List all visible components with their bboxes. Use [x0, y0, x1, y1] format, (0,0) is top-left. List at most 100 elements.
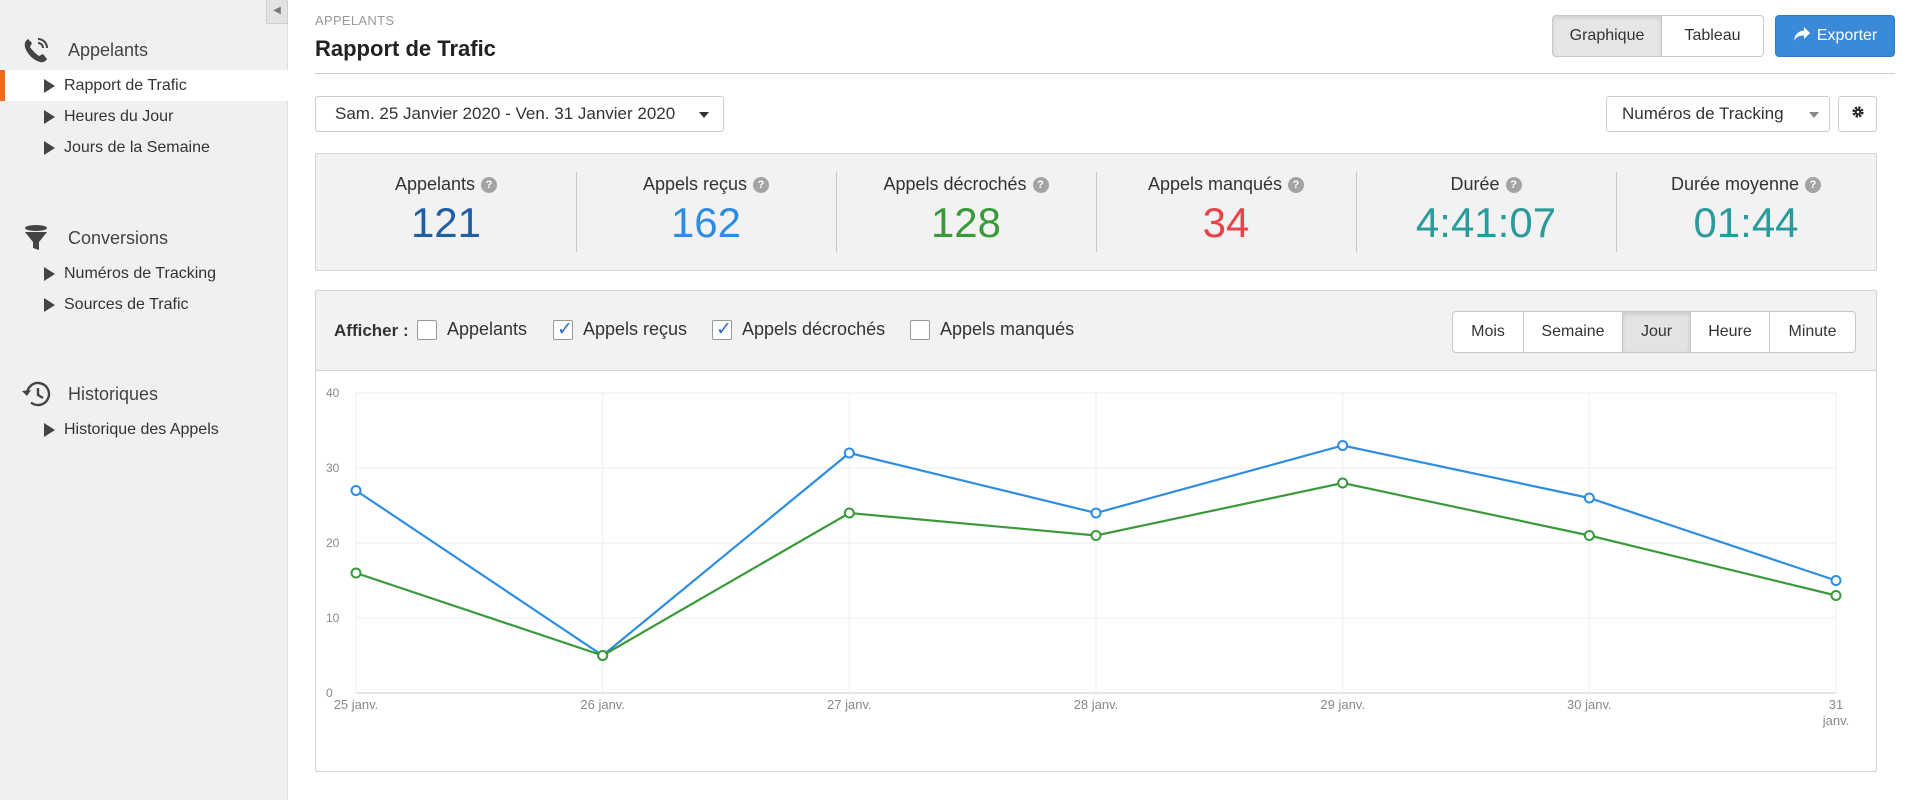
granularity-group: Mois Semaine Jour Heure Minute — [1452, 311, 1856, 353]
stat-appels-recus: Appels reçus? 162 — [576, 154, 836, 270]
toggle-appelants[interactable]: Appelants — [417, 319, 527, 340]
sidebar-item-sources-de-trafic[interactable]: Sources de Trafic — [0, 289, 288, 320]
stat-label: Appels reçus — [642, 174, 748, 194]
nav-header-appelants[interactable]: Appelants — [0, 30, 288, 70]
funnel-icon — [20, 222, 52, 254]
y-tick-label: 40 — [326, 386, 340, 400]
stat-value: 34 — [1202, 199, 1250, 246]
y-tick-label: 0 — [326, 686, 333, 700]
checkbox[interactable] — [553, 318, 573, 341]
sidebar-item-label: Numéros de Tracking — [64, 264, 217, 282]
sidebar-item-rapport-de-trafic[interactable]: Rapport de Trafic — [0, 70, 288, 101]
y-tick-label: 30 — [326, 461, 340, 475]
help-icon[interactable]: ? — [481, 176, 498, 193]
x-tick-label: 31 janv. — [1822, 697, 1850, 728]
export-button[interactable]: Exporter — [1775, 15, 1895, 57]
granularity-minute[interactable]: Minute — [1769, 311, 1856, 353]
sidebar-item-heures-du-jour[interactable]: Heures du Jour — [0, 101, 288, 132]
series-option-label: Appelants — [447, 319, 528, 339]
page-title: Rapport de Trafic — [315, 36, 496, 61]
data-point — [597, 650, 609, 661]
sidebar-item-label: Jours de la Semaine — [64, 138, 210, 156]
granularity-heure[interactable]: Heure — [1690, 311, 1770, 353]
series-option-label: Appels reçus — [583, 319, 688, 339]
help-icon[interactable]: ? — [1805, 176, 1822, 193]
stat-value: 162 — [670, 199, 742, 246]
triangle-right-icon — [44, 78, 55, 93]
stat-duree-moyenne: Durée moyenne? 01:44 — [1616, 154, 1876, 270]
stat-appels-decroches: Appels décrochés? 128 — [836, 154, 1096, 270]
show-label: Afficher : — [334, 321, 409, 340]
stat-value: 01:44 — [1693, 199, 1799, 246]
granularity-mois[interactable]: Mois — [1452, 311, 1524, 353]
nav-section-conversions: Conversions Numéros de Tracking Sources … — [0, 218, 288, 320]
granularity-semaine[interactable]: Semaine — [1523, 311, 1623, 353]
sidebar-item-historique-des-appels[interactable]: Historique des Appels — [0, 414, 288, 445]
x-tick-label: 26 janv. — [580, 697, 625, 712]
gear-icon — [1851, 105, 1865, 124]
data-point — [843, 507, 855, 519]
nav-header-conversions[interactable]: Conversions — [0, 218, 288, 258]
view-toggle: Graphique Tableau — [1552, 15, 1764, 57]
nav-section-appelants: Appelants Rapport de Trafic Heures du Jo… — [0, 30, 288, 163]
toggle-appels-manques[interactable]: Appels manqués — [910, 319, 1074, 340]
nav-header-historiques[interactable]: Historiques — [0, 374, 288, 414]
stat-value: 121 — [410, 199, 482, 246]
sidebar-item-jours-de-la-semaine[interactable]: Jours de la Semaine — [0, 132, 288, 163]
data-point — [350, 567, 362, 579]
chart-toolbar: Afficher : Appelants Appels reçus Appels… — [316, 291, 1876, 371]
stat-duree: Durée? 4:41:07 — [1356, 154, 1616, 270]
stat-appelants: Appelants? 121 — [316, 154, 576, 270]
chevron-down-icon — [699, 112, 709, 118]
checkbox[interactable] — [417, 319, 437, 340]
chart-panel: Afficher : Appelants Appels reçus Appels… — [315, 290, 1877, 772]
data-point — [1337, 477, 1349, 489]
sidebar-item-label: Rapport de Trafic — [64, 76, 187, 94]
triangle-right-icon — [44, 266, 55, 281]
stat-label: Durée — [1450, 174, 1500, 194]
triangle-right-icon — [44, 297, 55, 312]
x-tick-label: 25 janv. — [334, 697, 379, 712]
data-point — [1830, 575, 1842, 586]
stat-label: Appels décrochés — [883, 174, 1027, 194]
triangle-right-icon — [44, 422, 55, 437]
stat-value: 4:41:07 — [1415, 199, 1557, 246]
stat-label: Appelants — [394, 174, 476, 194]
granularity-jour[interactable]: Jour — [1622, 311, 1691, 353]
date-range-picker[interactable]: Sam. 25 Janvier 2020 - Ven. 31 Janvier 2… — [315, 96, 724, 132]
data-point — [350, 485, 362, 496]
x-tick-label: 28 janv. — [1074, 697, 1119, 712]
help-icon[interactable]: ? — [1032, 176, 1049, 193]
tracking-select-value: Numéros de Tracking — [1622, 104, 1784, 123]
y-tick-label: 10 — [326, 611, 340, 625]
sidebar-item-label: Sources de Trafic — [64, 295, 189, 313]
help-icon[interactable]: ? — [1288, 176, 1305, 193]
sidebar-item-label: Heures du Jour — [64, 107, 174, 125]
triangle-right-icon — [44, 140, 55, 155]
sidebar-item-label: Historique des Appels — [64, 420, 219, 438]
series-option-label: Appels manqués — [940, 319, 1075, 339]
nav-header-label: Conversions — [68, 227, 169, 248]
toggle-appels-recus[interactable]: Appels reçus — [553, 318, 688, 341]
breadcrumb: APPELANTS — [315, 13, 395, 28]
data-point — [1583, 530, 1595, 541]
help-icon[interactable]: ? — [753, 176, 770, 193]
header-divider — [315, 73, 1895, 74]
checkbox[interactable] — [910, 319, 930, 340]
date-range-value: Sam. 25 Janvier 2020 - Ven. 31 Janvier 2… — [335, 104, 676, 123]
settings-button[interactable] — [1838, 96, 1877, 132]
collapse-sidebar-button[interactable]: ◀ — [266, 0, 288, 24]
data-point — [1337, 440, 1349, 451]
view-graph-button[interactable]: Graphique — [1552, 15, 1662, 57]
x-tick-label: 27 janv. — [827, 697, 872, 712]
help-icon[interactable]: ? — [1505, 176, 1522, 193]
view-table-button[interactable]: Tableau — [1662, 15, 1764, 57]
sidebar-item-numeros-de-tracking[interactable]: Numéros de Tracking — [0, 258, 288, 289]
nav-header-label: Appelants — [68, 39, 149, 60]
checkbox[interactable] — [712, 318, 732, 341]
toggle-appels-decroches[interactable]: Appels décrochés — [712, 318, 885, 341]
stat-label: Appels manqués — [1147, 174, 1283, 194]
chevron-down-icon — [1809, 112, 1819, 118]
tracking-numbers-select[interactable]: Numéros de Tracking — [1606, 96, 1830, 132]
data-point — [1830, 590, 1842, 601]
